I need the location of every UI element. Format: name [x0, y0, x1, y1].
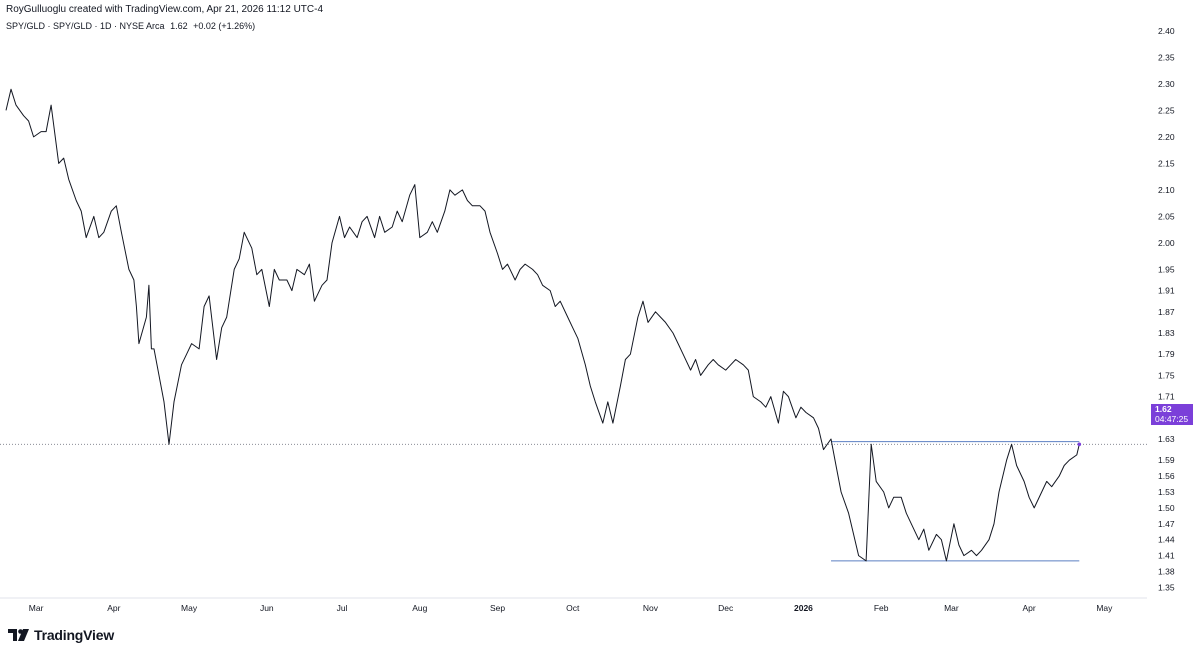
y-tick-label: 2.10: [1158, 185, 1175, 195]
series-line: [5, 88, 1080, 562]
symbol-name[interactable]: SPY/GLD · SPY/GLD · 1D · NYSE Arca: [6, 21, 165, 31]
y-tick-label: 1.79: [1158, 349, 1175, 359]
x-tick-label: Jun: [260, 603, 274, 613]
y-tick-label: 2.25: [1158, 105, 1175, 115]
last-price: 1.62: [170, 21, 188, 31]
x-tick-label: Oct: [566, 603, 580, 613]
y-tick-label: 1.35: [1158, 582, 1175, 592]
tradingview-logo-icon: [8, 629, 29, 641]
y-tick-label: 2.00: [1158, 238, 1175, 248]
y-tick-label: 2.35: [1158, 52, 1175, 62]
y-tick-label: 1.59: [1158, 455, 1175, 465]
y-tick-label: 1.47: [1158, 519, 1175, 529]
y-tick-label: 1.75: [1158, 370, 1175, 380]
tradingview-logo-text: TradingView: [34, 627, 115, 643]
price-change: +0.02 (+1.26%): [193, 21, 256, 31]
y-tick-label: 1.53: [1158, 487, 1175, 497]
y-tick-label: 1.71: [1158, 392, 1175, 402]
y-tick-label: 1.63: [1158, 434, 1175, 444]
x-tick-label: Apr: [1023, 603, 1036, 613]
y-tick-label: 1.44: [1158, 535, 1175, 545]
x-tick-label: Apr: [107, 603, 120, 613]
attribution-text: RoyGulluoglu created with TradingView.co…: [6, 4, 324, 15]
y-tick-label: 1.38: [1158, 567, 1175, 577]
tradingview-logo[interactable]: TradingView: [8, 627, 114, 643]
x-tick-label: 2026: [794, 603, 813, 613]
y-tick-label: 2.20: [1158, 132, 1175, 142]
badge-countdown: 04:47:25: [1155, 414, 1189, 424]
x-tick-label: Aug: [412, 603, 427, 613]
y-tick-label: 1.56: [1158, 471, 1175, 481]
y-tick-label: 1.83: [1158, 328, 1175, 338]
y-tick-label: 1.91: [1158, 286, 1175, 296]
x-tick-label: Mar: [29, 603, 44, 613]
symbol-legend[interactable]: SPY/GLD · SPY/GLD · 1D · NYSE Arca 1.62 …: [6, 21, 258, 31]
y-tick-label: 1.95: [1158, 264, 1175, 274]
price-badge: 1.62 04:47:25: [1151, 404, 1193, 425]
x-tick-label: Mar: [944, 603, 959, 613]
x-tick-label: Jul: [337, 603, 348, 613]
y-tick-label: 1.41: [1158, 551, 1175, 561]
y-tick-label: 2.30: [1158, 79, 1175, 89]
x-tick-label: May: [181, 603, 198, 613]
y-tick-label: 1.50: [1158, 503, 1175, 513]
y-tick-label: 2.05: [1158, 211, 1175, 221]
badge-price: 1.62: [1155, 404, 1172, 414]
x-tick-label: Feb: [874, 603, 889, 613]
x-tick-label: Nov: [643, 603, 659, 613]
y-tick-label: 2.40: [1158, 26, 1175, 36]
x-tick-label: Sep: [490, 603, 505, 613]
x-tick-label: Dec: [718, 603, 734, 613]
x-tick-label: May: [1096, 603, 1113, 613]
y-tick-label: 2.15: [1158, 158, 1175, 168]
last-price-dot: [1077, 442, 1082, 447]
y-tick-label: 1.87: [1158, 307, 1175, 317]
